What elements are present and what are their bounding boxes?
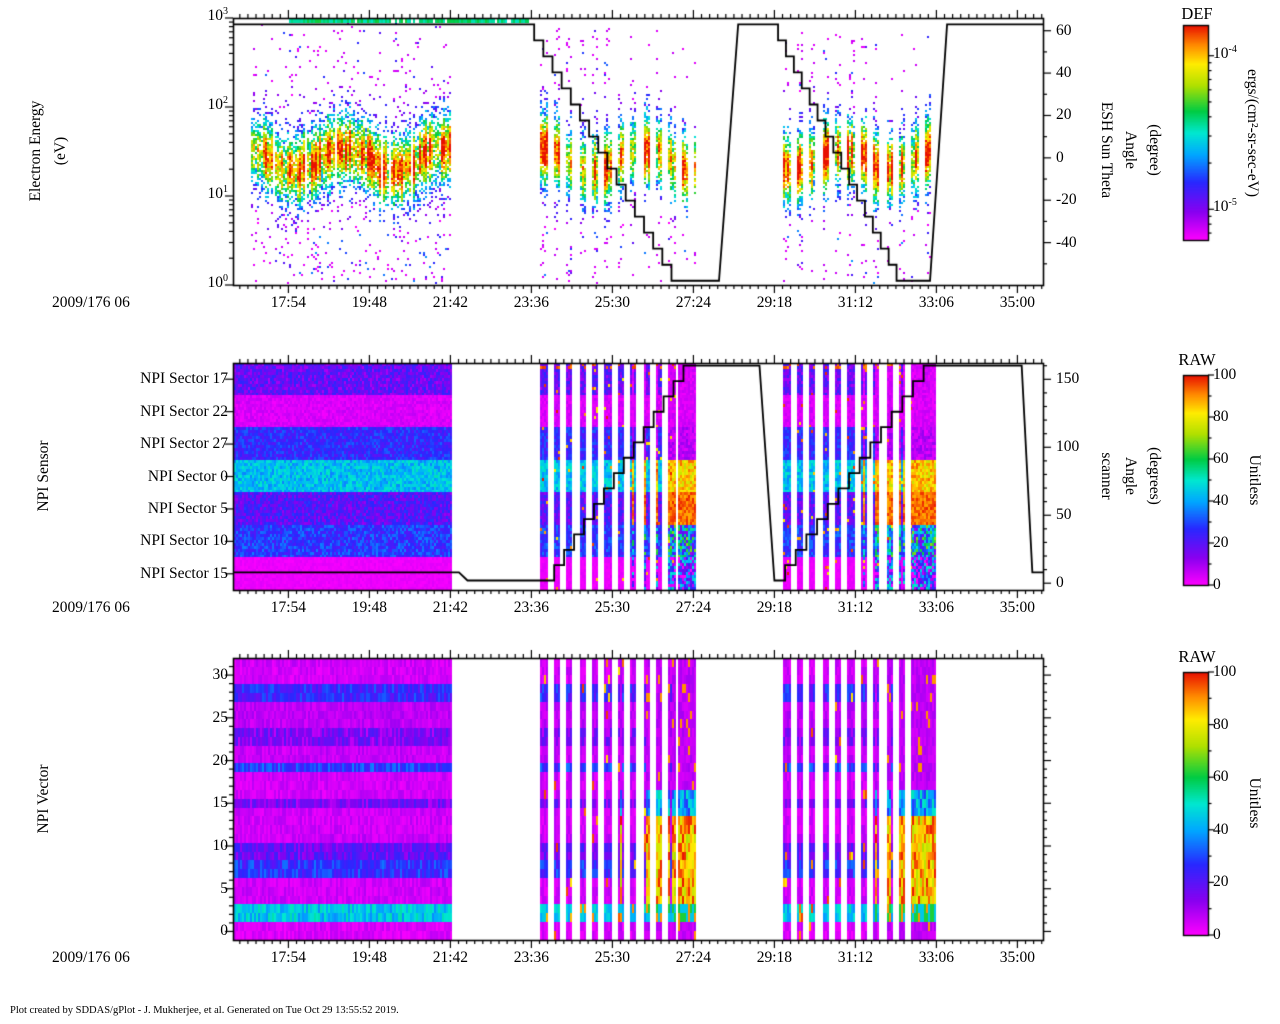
y-tick-label: 103 (207, 5, 229, 24)
colorbar-tick-label: 0 (1213, 576, 1221, 593)
y-tick-label: 102 (207, 94, 229, 113)
x-tick-label: 33:06 (918, 949, 955, 966)
right-tick-label: 0 (1056, 574, 1064, 592)
sector-tick-label: NPI Sector 5 (147, 499, 228, 517)
x-tick-label: 35:00 (999, 949, 1036, 966)
x-tick-label: 17:54 (270, 599, 307, 616)
x-tick-label: 17:54 (270, 949, 307, 966)
x-tick-label: 31:12 (837, 294, 874, 311)
electron-energy-units-label: (eV) (52, 136, 69, 166)
x-tick-label: 27:24 (675, 949, 712, 966)
scanner-axis-label: scanner (1098, 452, 1115, 500)
x-tick-label: 29:18 (756, 599, 793, 616)
x-tick-label: 29:18 (756, 949, 793, 966)
raw-colorbar-title-vector: RAW (1178, 647, 1216, 666)
unitless-label-vector: Unitless (1246, 777, 1263, 829)
sector-tick-label: NPI Sector 0 (147, 467, 228, 485)
right-tick-label: 0 (1056, 148, 1064, 166)
scanner-angle-word: Angle (1122, 457, 1139, 495)
y-tick-label: 100 (207, 272, 229, 291)
colorbar-tick-label: 60 (1213, 450, 1229, 467)
colorbar-tick-label: 100 (1213, 366, 1237, 383)
x-tick-label: 21:42 (432, 294, 469, 311)
x-tick-label: 31:12 (837, 599, 874, 616)
right-tick-label: -40 (1056, 233, 1077, 251)
x-tick-label: 25:30 (594, 599, 631, 616)
electron-energy-axis-label: Electron Energy (27, 100, 44, 202)
x-tick-label: 33:06 (918, 294, 955, 311)
unitless-label-sensor: Unitless (1246, 454, 1263, 506)
y-tick-label: 0 (220, 922, 228, 940)
x-tick-label: 21:42 (432, 599, 469, 616)
colorbar-tick-label: 10-5 (1213, 197, 1237, 216)
colorbar-tick-label: 60 (1213, 768, 1229, 786)
colorbar-tick-label: 0 (1213, 926, 1221, 943)
right-tick-label: 60 (1056, 21, 1072, 39)
def-colorbar-title: DEF (1181, 4, 1213, 23)
x-tick-label: 23:36 (513, 599, 550, 616)
x-tick-label: 35:00 (999, 294, 1036, 311)
y-tick-label: 30 (212, 666, 229, 684)
x-tick-label: 35:00 (999, 599, 1036, 616)
x-tick-label: 19:48 (351, 294, 388, 311)
colorbar-tick-label: 20 (1213, 873, 1229, 891)
y-tick-label: 15 (212, 794, 229, 812)
sector-tick-label: NPI Sector 27 (140, 435, 228, 453)
def-units-label: ergs/(cm²-sr-sec-eV) (1244, 69, 1261, 197)
colorbar-tick-label: 40 (1213, 820, 1229, 838)
sector-tick-label: NPI Sector 10 (140, 532, 228, 550)
y-tick-label: 5 (220, 879, 228, 897)
npi-sensor-axis-label: NPI Sensor (35, 440, 52, 512)
colorbar-tick-label: 80 (1213, 715, 1229, 733)
colorbar-tick-label: 20 (1213, 534, 1229, 551)
date-label-panel3: 2009/176 06 (52, 949, 130, 966)
colorbar-tick-label: 40 (1213, 492, 1229, 509)
x-tick-label: 33:06 (918, 599, 955, 616)
colorbar-tick-label: 80 (1213, 408, 1229, 425)
sector-tick-label: NPI Sector 22 (140, 402, 228, 420)
sun-theta-degree-unit: (degree) (1146, 124, 1163, 176)
x-tick-label: 27:24 (675, 599, 712, 616)
right-tick-label: -20 (1056, 191, 1077, 209)
x-tick-label: 19:48 (351, 599, 388, 616)
x-tick-label: 27:24 (675, 294, 712, 311)
colorbar-tick-label: 10-4 (1213, 43, 1237, 62)
y-tick-label: 20 (212, 751, 229, 769)
sun-theta-angle-word: Angle (1122, 131, 1139, 169)
scanner-degrees-unit: (degrees) (1146, 447, 1163, 505)
colorbar-tick-label: 100 (1213, 663, 1237, 680)
date-label-panel2: 2009/176 06 (52, 599, 130, 616)
x-tick-label: 19:48 (351, 949, 388, 966)
right-tick-label: 40 (1056, 64, 1072, 82)
sector-tick-label: NPI Sector 15 (140, 564, 228, 582)
right-tick-label: 100 (1056, 438, 1080, 456)
raw-colorbar-title-sensor: RAW (1178, 350, 1216, 369)
footer-credit: Plot created by SDDAS/gPlot - J. Mukherj… (10, 1005, 399, 1016)
sun-theta-axis-label: ESH Sun Theta (1098, 101, 1115, 199)
x-tick-label: 31:12 (837, 949, 874, 966)
y-tick-label: 101 (207, 183, 229, 202)
x-tick-label: 29:18 (756, 294, 793, 311)
x-tick-label: 25:30 (594, 294, 631, 311)
y-tick-label: 10 (212, 837, 229, 854)
x-tick-label: 23:36 (513, 949, 550, 966)
y-tick-label: 25 (212, 708, 229, 726)
right-tick-label: 50 (1056, 506, 1072, 524)
right-tick-label: 20 (1056, 106, 1072, 124)
x-tick-label: 21:42 (432, 949, 469, 966)
x-tick-label: 25:30 (594, 949, 631, 966)
right-tick-label: 150 (1056, 370, 1080, 388)
npi-vector-axis-label: NPI Vector (35, 764, 52, 834)
x-tick-label: 23:36 (513, 294, 550, 311)
x-tick-label: 17:54 (270, 294, 307, 311)
date-label-panel1: 2009/176 06 (52, 294, 130, 311)
sector-tick-label: NPI Sector 17 (140, 370, 228, 388)
